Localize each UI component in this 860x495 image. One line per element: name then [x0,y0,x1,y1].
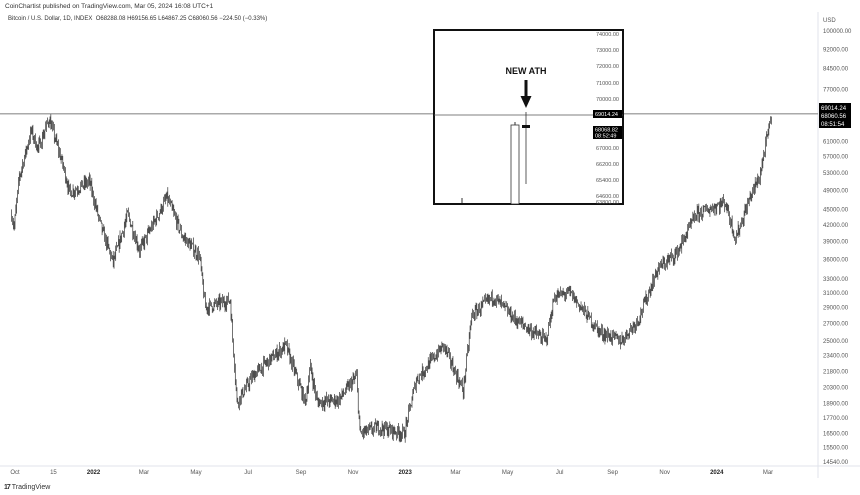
price-tick-label: 29000.00 [823,306,849,312]
time-tick-label: Jul [556,470,564,476]
tradingview-logo-icon: 17 [4,484,11,491]
price-tick-label: 36000.00 [823,257,849,263]
inset-price-label [593,126,622,139]
price-tick-label: 27000.00 [823,322,849,328]
time-tick-label: May [190,470,201,476]
time-tick-label: Nov [659,470,670,476]
inset-price-tick: 67000.00 [596,146,619,152]
inset-time-text: 08:52:49 [595,134,616,140]
price-tick-label: 17700.00 [823,416,849,422]
down-arrow-icon [520,80,532,108]
symbol-line: Bitcoin / U.S. Dollar, 1D, INDEX O68288.… [8,16,267,22]
ohlc-low: L64867.25 [158,16,187,22]
price-tick-label: 57000.00 [823,155,849,161]
time-tick-label: Nov [348,470,359,476]
time-tick-label: Mar [763,470,773,476]
brand-name: TradingView [11,484,51,491]
new-ath-annotation: NEW ATH [506,66,547,76]
price-tick-label: 92000.00 [823,48,849,54]
candles [11,114,772,443]
price-tick-label: 77000.00 [823,87,849,93]
price-tick-label: 61000.00 [823,139,849,145]
price-tick-label: 21800.00 [823,369,849,375]
inset-price-tick: 70000.00 [596,97,619,103]
price-tick-label: 23400.00 [823,354,849,360]
inset-price-tick: 72000.00 [596,64,619,70]
inset-price-tick: 74000.00 [596,32,619,38]
ohlc-open: O68288.08 [95,16,126,22]
time-tick-label: Sep [296,470,307,476]
inset-prev-candle [510,124,520,205]
price-tick-label: 18900.00 [823,401,849,407]
price-tick-label: 100000.00 [823,29,852,35]
price-tick-label: 39000.00 [823,239,849,245]
price-tick-label: 49000.00 [823,188,849,194]
countdown-text: 08:51:54 [821,122,845,128]
time-tick-label: 15 [50,470,57,476]
time-tick-label: Oct [10,470,20,476]
inset-zoom-panel: 74000.00 73000.00 72000.00 71000.00 70000.00… [433,29,624,206]
price-axis[interactable]: 100000.00 92000.00 84500.00 77000.00 61000.0… [823,29,852,466]
time-tick-label: Sep [607,470,618,476]
last-price-label: 69014.24 68060.56 08:51:54 [819,103,851,128]
inset-price-tick: 73000.00 [596,48,619,54]
inset-price-tick: 65400.00 [596,178,619,184]
price-tick-label: 16500.00 [823,432,849,438]
price-tick-label: 45000.00 [823,207,849,213]
price-tick-label: 31000.00 [823,291,849,297]
price-tick-label: 33000.00 [823,277,849,283]
ath-price-text: 69014.24 [821,106,847,112]
price-tick-label: 15500.00 [823,446,849,452]
inset-price-tick: 63800.00 [596,200,619,206]
inset-ath-label [593,110,622,118]
time-tick-label: Mar [450,470,460,476]
time-tick-label: Mar [139,470,149,476]
inset-current-candle [522,125,530,128]
inset-price-tick: 71000.00 [596,81,619,87]
price-tick-label: 20300.00 [823,385,849,391]
tradingview-logo[interactable]: 17 TradingView [4,484,50,491]
time-tick-label: 2022 [87,470,101,476]
time-axis[interactable]: Oct 15 2022 Mar May Jul Sep Nov 2023 Mar May Jul Sep… [10,470,773,476]
time-tick-label: 2023 [398,470,412,476]
inset-price-tick: 64600.00 [596,194,619,200]
price-tick-label: 84500.00 [823,67,849,73]
symbol-name: Bitcoin / U.S. Dollar, 1D, INDEX [8,16,93,22]
price-tick-label: 14540.00 [823,460,849,466]
last-price-text: 68060.56 [821,114,847,120]
ohlc-high: H69156.65 [127,16,157,22]
inset-price-text: 68068.82 [595,128,618,134]
time-tick-label: 2024 [710,470,724,476]
price-tick-label: 25000.00 [823,339,849,345]
inset-price-tick: 66200.00 [596,162,619,168]
currency-label: USD [823,18,836,24]
publisher-line: CoinChartist published on TradingView.co… [5,3,214,10]
time-tick-label: May [502,470,513,476]
ohlc-change: −224.50 (−0.33%) [219,16,268,22]
time-tick-label: Jul [244,470,252,476]
price-tick-label: 53000.00 [823,171,849,177]
ohlc-close: C68060.56 [188,16,218,22]
price-tick-label: 42000.00 [823,223,849,229]
inset-ath-text: 69014.24 [595,112,618,118]
